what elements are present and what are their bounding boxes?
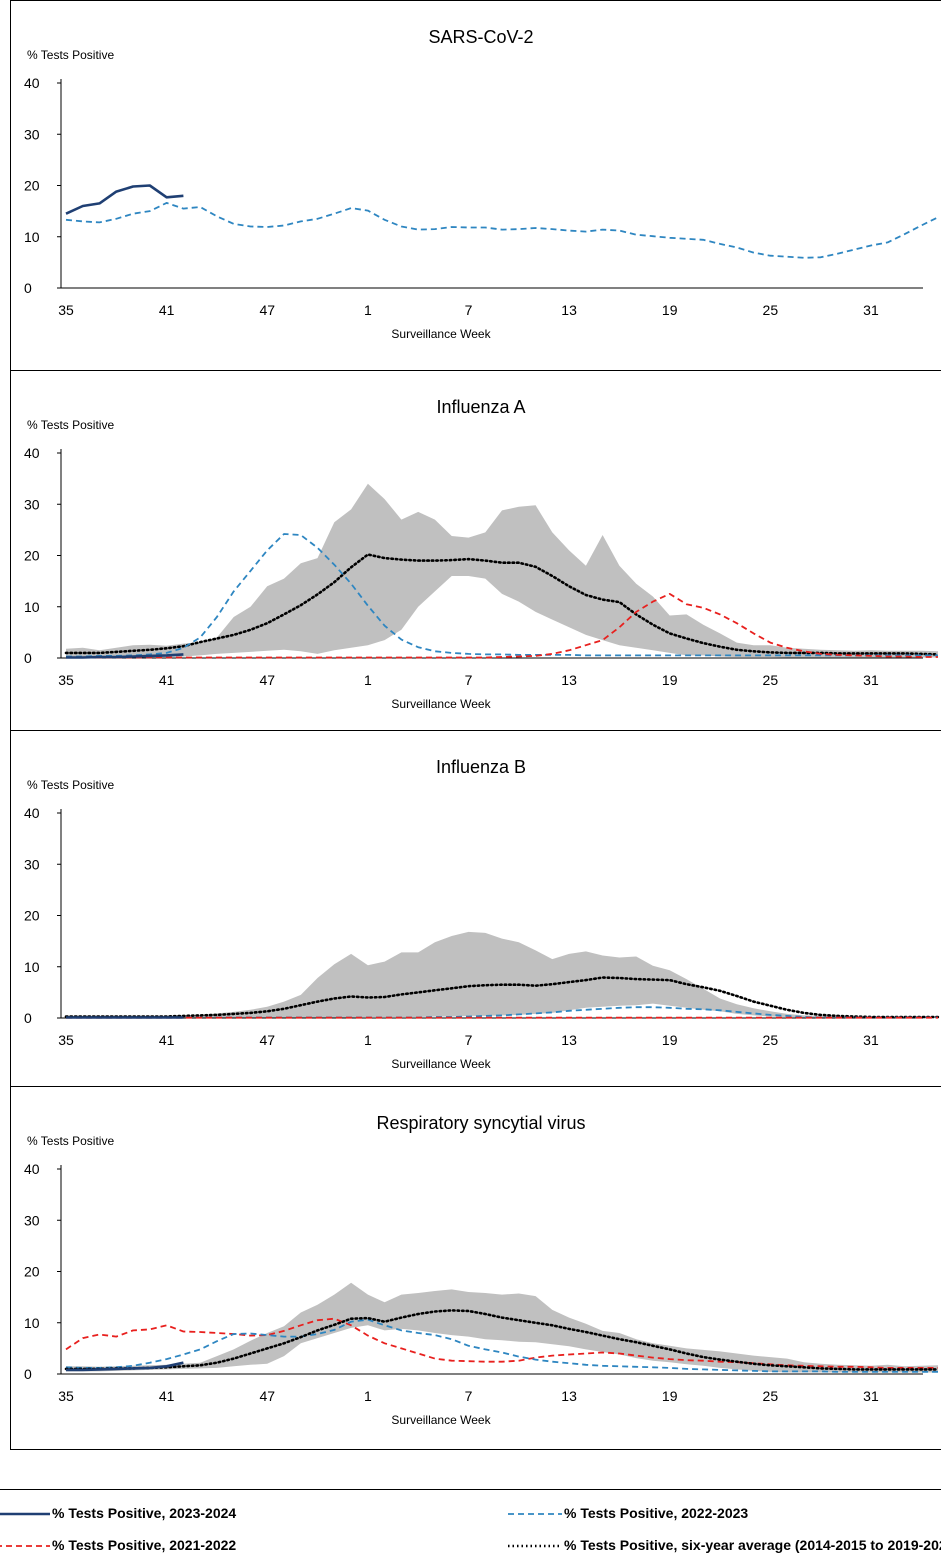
x-tick-label: 35 — [58, 1032, 74, 1048]
range-band — [66, 483, 938, 658]
x-tick-label: 19 — [662, 1032, 678, 1048]
x-tick-label: 25 — [763, 1032, 779, 1048]
range-band — [66, 1282, 938, 1373]
y-tick-label: 40 — [24, 75, 40, 91]
chart-svg: Influenza B % Tests Positive 0 10 20 30 40 35 41… — [24, 757, 940, 1071]
series-line-avg — [64, 976, 940, 1019]
y-axis-label: % Tests Positive — [27, 48, 114, 62]
series-line-s2324 — [65, 184, 184, 215]
chart-title: SARS-CoV-2 — [428, 27, 533, 47]
x-tick-label: 13 — [561, 1032, 577, 1048]
x-tick-label: 35 — [58, 1388, 74, 1404]
x-tick-label: 19 — [662, 672, 678, 688]
legend-swatch — [0, 1545, 50, 1547]
x-tick-label: 1 — [364, 1032, 372, 1048]
x-tick-label: 7 — [465, 302, 473, 318]
legend-label: % Tests Positive, 2021-2022 — [52, 1537, 237, 1553]
x-tick-label: 35 — [58, 302, 74, 318]
x-tick-label: 13 — [561, 302, 577, 318]
x-tick-label: 1 — [364, 672, 372, 688]
legend-divider — [0, 1489, 941, 1490]
series-line-s2324 — [66, 653, 184, 659]
y-tick-label: 20 — [24, 178, 40, 194]
series-line-s2223 — [66, 533, 938, 658]
x-tick-label: 1 — [364, 302, 372, 318]
y-tick-label: 20 — [24, 908, 40, 924]
x-tick-label: 1 — [364, 1388, 372, 1404]
x-tick-label: 13 — [561, 1388, 577, 1404]
x-tick-label: 31 — [863, 672, 879, 688]
chart-panel-4: Respiratory syncytial virus % Tests Posit… — [10, 1086, 941, 1450]
x-tick-label: 47 — [259, 672, 275, 688]
x-tick-label: 41 — [159, 672, 175, 688]
legend-label: % Tests Positive, 2022-2023 — [564, 1505, 749, 1521]
y-tick-label: 40 — [24, 445, 40, 461]
y-tick-label: 0 — [24, 650, 32, 666]
series-line-s2122 — [65, 1317, 938, 1369]
y-tick-label: 0 — [24, 280, 32, 296]
x-tick-label: 47 — [259, 1388, 275, 1404]
chart-panel-2: Influenza A % Tests Positive 0 10 20 30 40 35 41… — [10, 370, 941, 731]
y-tick-label: 40 — [24, 805, 40, 821]
y-axis-label: % Tests Positive — [27, 418, 114, 432]
series-line-avg — [64, 1309, 940, 1371]
chart-panel-1: SARS-CoV-2 % Tests Positive 0 10 20 30 40 35 41 4… — [10, 0, 941, 371]
legend-swatch — [508, 1513, 562, 1515]
x-tick-label: 25 — [763, 1388, 779, 1404]
chart-title: Respiratory syncytial virus — [376, 1113, 585, 1133]
y-tick-label: 10 — [24, 229, 40, 245]
y-axis-label: % Tests Positive — [27, 778, 114, 792]
y-tick-label: 30 — [24, 496, 40, 512]
chart-svg: SARS-CoV-2 % Tests Positive 0 10 20 30 40 35 41 4… — [24, 27, 939, 341]
y-tick-label: 30 — [24, 1212, 40, 1228]
y-tick-label: 20 — [24, 548, 40, 564]
chart-title: Influenza A — [436, 397, 525, 417]
y-tick-label: 30 — [24, 126, 40, 142]
x-axis-label: Surveillance Week — [391, 1057, 491, 1071]
series-line-s2324 — [66, 1361, 184, 1372]
x-tick-label: 19 — [662, 1388, 678, 1404]
x-tick-label: 41 — [159, 1032, 175, 1048]
x-axis-label: Surveillance Week — [391, 327, 491, 341]
y-tick-label: 0 — [24, 1366, 32, 1382]
series-line-s2223 — [65, 1318, 938, 1373]
x-tick-label: 41 — [159, 1388, 175, 1404]
legend-label: % Tests Positive, six-year average (2014… — [564, 1537, 941, 1553]
y-tick-label: 20 — [24, 1264, 40, 1280]
legend-swatch — [0, 1512, 50, 1516]
x-tick-label: 7 — [465, 1388, 473, 1404]
x-tick-label: 7 — [465, 672, 473, 688]
x-tick-label: 47 — [259, 302, 275, 318]
legend-swatch — [508, 1544, 562, 1548]
x-tick-label: 41 — [159, 302, 175, 318]
series-line-avg — [64, 553, 940, 656]
chart-svg: Influenza A % Tests Positive 0 10 20 30 40 35 41… — [24, 397, 940, 711]
y-tick-label: 0 — [24, 1010, 32, 1026]
x-axis-label: Surveillance Week — [391, 697, 491, 711]
x-tick-label: 25 — [763, 302, 779, 318]
y-tick-label: 40 — [24, 1161, 40, 1177]
y-tick-label: 10 — [24, 959, 40, 975]
chart-svg: Respiratory syncytial virus % Tests Posit… — [24, 1113, 940, 1427]
x-tick-label: 47 — [259, 1032, 275, 1048]
chart-title: Influenza B — [436, 757, 526, 777]
y-tick-label: 30 — [24, 856, 40, 872]
y-tick-label: 10 — [24, 1315, 40, 1331]
legend-label: % Tests Positive, 2023-2024 — [52, 1505, 237, 1521]
x-axis-label: Surveillance Week — [391, 1413, 491, 1427]
series-line-s2223 — [65, 201, 939, 259]
chart-panel-3: Influenza B % Tests Positive 0 10 20 30 40 35 41… — [10, 730, 941, 1087]
x-tick-label: 31 — [863, 1388, 879, 1404]
y-tick-label: 10 — [24, 599, 40, 615]
y-axis-label: % Tests Positive — [27, 1134, 114, 1148]
x-tick-label: 7 — [465, 1032, 473, 1048]
series-line-s2122 — [66, 592, 938, 659]
range-band — [66, 931, 938, 1018]
x-tick-label: 13 — [561, 672, 577, 688]
x-tick-label: 35 — [58, 672, 74, 688]
x-tick-label: 31 — [863, 302, 879, 318]
x-tick-label: 31 — [863, 1032, 879, 1048]
x-tick-label: 19 — [662, 302, 678, 318]
x-tick-label: 25 — [763, 672, 779, 688]
